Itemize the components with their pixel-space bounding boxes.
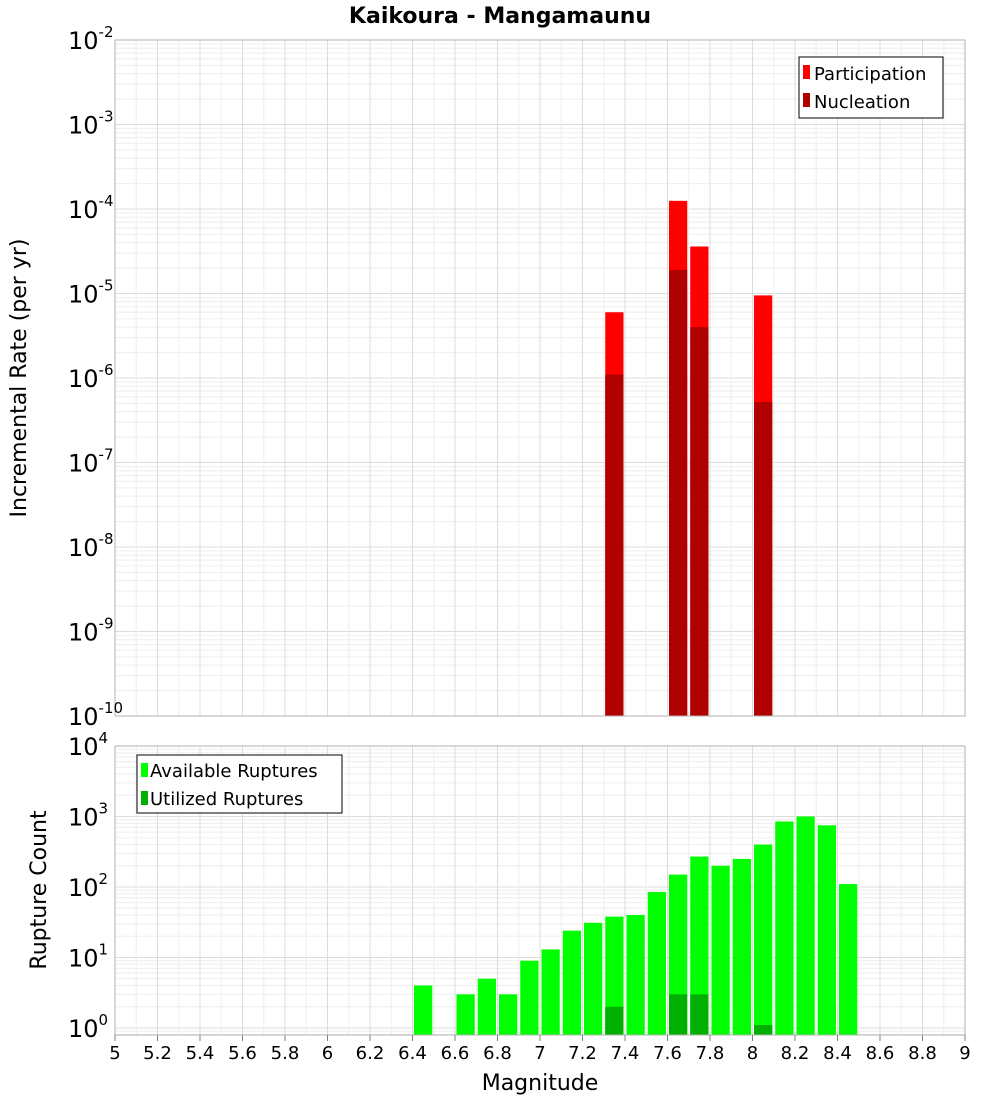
- bottom-bar-available-ruptures: [839, 884, 858, 1035]
- x-tick-label: 8.2: [781, 1043, 810, 1064]
- x-tick-label: 6.4: [398, 1043, 427, 1064]
- top-y-tick-label: 10-5: [68, 277, 114, 309]
- bottom-y-tick-label: 102: [68, 870, 108, 902]
- bottom-bar-available-ruptures: [647, 891, 666, 1035]
- x-axis-label: Magnitude: [482, 1071, 599, 1096]
- x-tick-label: 6.6: [441, 1043, 470, 1064]
- chart-title: Kaikoura - Mangamaunu: [349, 4, 651, 29]
- bottom-bar-available-ruptures: [584, 922, 603, 1035]
- top-y-tick-label: 10-2: [68, 23, 114, 55]
- bottom-bar-available-ruptures: [775, 821, 794, 1035]
- top-y-tick-label: 10-7: [68, 446, 114, 478]
- x-tick-label: 5.2: [143, 1043, 172, 1064]
- bottom-bar-available-ruptures: [817, 825, 836, 1035]
- available-ruptures-legend-label: Available Ruptures: [150, 761, 318, 782]
- bottom-y-tick-label: 101: [68, 940, 108, 972]
- top-bar-nucleation: [669, 269, 688, 716]
- bottom-bar-available-ruptures: [499, 994, 518, 1035]
- bottom-bar-available-ruptures: [562, 930, 581, 1035]
- top-y-tick-label: 10-9: [68, 615, 114, 647]
- top-bars: [605, 200, 773, 717]
- bottom-bar-utilized-ruptures: [669, 994, 688, 1035]
- bottom-bar-utilized-ruptures: [754, 1025, 773, 1035]
- bottom-bar-available-ruptures: [477, 978, 496, 1035]
- bottom-bar-available-ruptures: [754, 844, 773, 1035]
- bottom-bar-available-ruptures: [520, 960, 539, 1035]
- x-tick-label: 7.8: [696, 1043, 725, 1064]
- nucleation-legend-swatch: [803, 93, 810, 107]
- utilized-ruptures-legend-label: Utilized Ruptures: [150, 789, 303, 810]
- x-tick-label: 5: [109, 1043, 120, 1064]
- bottom-y-ticks: 100 101 102 103 104: [68, 729, 108, 1043]
- x-tick-label: 7.6: [653, 1043, 682, 1064]
- bottom-y-tick-label: 104: [68, 729, 108, 761]
- top-y-tick-label: 10-6: [68, 361, 114, 393]
- bottom-bar-available-ruptures: [541, 949, 560, 1035]
- top-legend: Participation Nucleation: [798, 56, 944, 119]
- top-grid: [115, 40, 965, 717]
- bottom-y-tick-label: 100: [68, 1011, 108, 1043]
- bottom-legend-box: [136, 754, 343, 814]
- participation-legend-label: Participation: [814, 64, 926, 85]
- x-tick-label: 7.2: [568, 1043, 597, 1064]
- top-panel: 10-10 10-9 10-8 10-7 10-6 10-5 10-4 10-3 10-2 In…: [7, 23, 966, 731]
- x-tick-label: 6.2: [356, 1043, 385, 1064]
- x-tick-label: 7: [534, 1043, 545, 1064]
- x-tick-label: 5.6: [228, 1043, 257, 1064]
- top-bar-nucleation: [754, 401, 773, 716]
- bottom-legend: Available Ruptures Utilized Ruptures: [136, 754, 343, 814]
- bottom-bar-available-ruptures: [605, 916, 624, 1035]
- bottom-bar-available-ruptures: [796, 816, 815, 1035]
- bottom-bar-utilized-ruptures: [690, 994, 709, 1035]
- bottom-bar-available-ruptures: [626, 915, 645, 1035]
- top-plot-frame: [114, 39, 966, 717]
- bottom-bar-available-ruptures: [732, 858, 751, 1035]
- bottom-bar-available-ruptures: [456, 994, 475, 1035]
- top-bar-nucleation: [605, 374, 624, 716]
- nucleation-legend-label: Nucleation: [814, 92, 910, 113]
- bottom-panel: 100 101 102 103 104 Rupture Count Available …: [27, 729, 971, 1096]
- utilized-ruptures-legend-swatch: [141, 791, 148, 805]
- top-y-tick-label: 10-8: [68, 530, 114, 562]
- bottom-bar-available-ruptures: [414, 985, 433, 1035]
- bottom-y-axis-label: Rupture Count: [27, 810, 52, 970]
- bottom-bar-available-ruptures: [690, 856, 709, 1035]
- x-tick-label: 8.8: [908, 1043, 937, 1064]
- top-y-tick-label: 10-4: [68, 192, 114, 224]
- x-tick-label: 8.6: [866, 1043, 895, 1064]
- x-tick-label: 8.4: [823, 1043, 852, 1064]
- bottom-bar-available-ruptures: [711, 865, 730, 1035]
- x-tick-label: 6.8: [483, 1043, 512, 1064]
- top-legend-box: [798, 56, 944, 119]
- top-y-tick-label: 10-10: [68, 699, 123, 731]
- x-tick-label: 9: [959, 1043, 970, 1064]
- top-y-axis-label: Incremental Rate (per yr): [7, 239, 32, 518]
- top-bar-nucleation: [690, 327, 709, 716]
- bottom-bar-utilized-ruptures: [605, 1006, 624, 1035]
- x-ticks: 5 5.2 5.4 5.6 5.8 6 6.2 6.4 6.6 6.8 7 7.2 7.4 7.6 7.8 8…: [109, 1035, 971, 1064]
- x-tick-label: 5.4: [186, 1043, 215, 1064]
- bottom-y-tick-label: 103: [68, 799, 108, 831]
- x-tick-label: 7.4: [611, 1043, 640, 1064]
- x-tick-label: 8: [747, 1043, 758, 1064]
- participation-legend-swatch: [803, 65, 810, 79]
- x-tick-label: 6: [322, 1043, 333, 1064]
- bottom-bars: [414, 816, 858, 1035]
- available-ruptures-legend-swatch: [141, 763, 148, 777]
- x-tick-label: 5.8: [271, 1043, 300, 1064]
- top-y-tick-label: 10-3: [68, 108, 114, 140]
